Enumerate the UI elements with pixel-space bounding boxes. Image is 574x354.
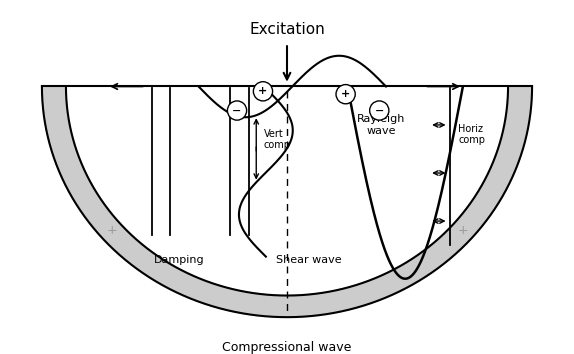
Circle shape: [227, 101, 247, 120]
Circle shape: [370, 101, 389, 120]
Text: +: +: [107, 224, 118, 237]
Text: −: −: [375, 105, 384, 115]
Text: +: +: [457, 224, 468, 237]
Text: −: −: [232, 105, 242, 115]
Circle shape: [336, 85, 355, 104]
Polygon shape: [42, 86, 532, 317]
Text: +: +: [341, 89, 350, 99]
Text: Rayleigh
wave: Rayleigh wave: [357, 114, 405, 136]
Text: Shear wave: Shear wave: [276, 255, 342, 265]
Text: Vert
comp: Vert comp: [264, 129, 291, 150]
Circle shape: [253, 82, 273, 101]
Text: Compressional wave: Compressional wave: [222, 341, 352, 354]
Text: +: +: [258, 86, 267, 96]
Text: Horiz
comp: Horiz comp: [458, 124, 485, 145]
Text: Excitation: Excitation: [249, 22, 325, 36]
Text: Damping: Damping: [154, 255, 205, 265]
